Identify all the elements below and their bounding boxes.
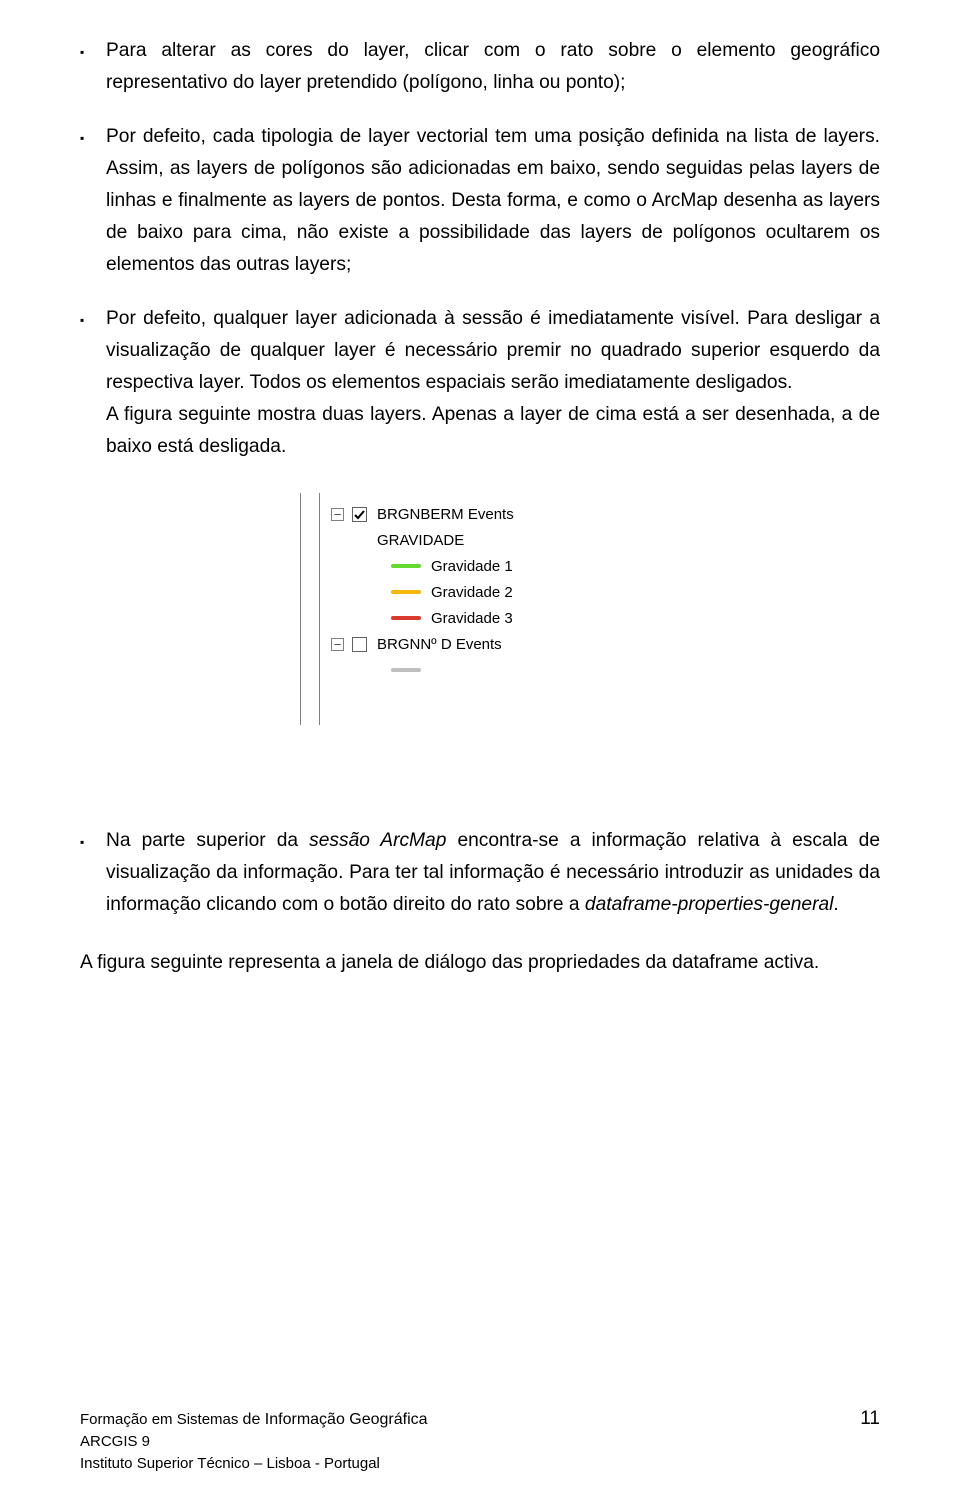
- text-run: Formação em Sistemas: [80, 1411, 243, 1428]
- text-run: Informação Geográfica: [265, 1411, 428, 1428]
- class-label: Gravidade 2: [431, 584, 513, 601]
- toc-class-row: Gravidade 3: [331, 605, 660, 631]
- text-run: A figura seguinte mostra duas layers. Ap…: [106, 404, 880, 457]
- toc-figure: − BRGNBERM Events GRAVIDADE Gravidade 1 …: [80, 493, 880, 725]
- layer-checkbox-checked[interactable]: [352, 507, 367, 522]
- class-label: Gravidade 3: [431, 610, 513, 627]
- bullet-item: ▪ Para alterar as cores do layer, clicar…: [80, 35, 880, 99]
- footer-line: Formação em Sistemas de Informação Geogr…: [80, 1409, 428, 1431]
- bullet-glyph: ▪: [80, 35, 106, 99]
- bullet-glyph: ▪: [80, 825, 106, 921]
- field-name: GRAVIDADE: [377, 532, 464, 549]
- toc-class-row: [331, 657, 660, 683]
- toc-panel: − BRGNBERM Events GRAVIDADE Gravidade 1 …: [300, 493, 660, 725]
- line-symbol[interactable]: [391, 564, 421, 568]
- text-run: de: [243, 1411, 265, 1428]
- class-label: Gravidade 1: [431, 558, 513, 575]
- document-page: ▪ Para alterar as cores do layer, clicar…: [0, 0, 960, 1505]
- text-run: Por defeito, qualquer layer adicionada à…: [106, 308, 880, 393]
- bullet-text: Por defeito, qualquer layer adicionada à…: [106, 303, 880, 463]
- collapse-button[interactable]: −: [331, 508, 344, 521]
- collapse-button[interactable]: −: [331, 638, 344, 651]
- text-italic: sessão ArcMap: [309, 830, 446, 851]
- toc-layer-row: − BRGNBERM Events: [331, 501, 660, 527]
- bullet-item: ▪ Na parte superior da sessão ArcMap enc…: [80, 825, 880, 921]
- text-run: Na parte superior da: [106, 830, 309, 851]
- layer-name: BRGNBERM Events: [377, 506, 514, 523]
- footer-left: Formação em Sistemas de Informação Geogr…: [80, 1409, 428, 1475]
- toc-field-row: GRAVIDADE: [331, 527, 660, 553]
- layer-checkbox-unchecked[interactable]: [352, 637, 367, 652]
- toc-layer-row: − BRGNNº D Events: [331, 631, 660, 657]
- bullet-item: ▪ Por defeito, cada tipologia de layer v…: [80, 121, 880, 281]
- bullet-text: Para alterar as cores do layer, clicar c…: [106, 35, 880, 99]
- footer-line: Instituto Superior Técnico – Lisboa - Po…: [80, 1453, 428, 1475]
- toc-class-row: Gravidade 1: [331, 553, 660, 579]
- page-footer: Formação em Sistemas de Informação Geogr…: [80, 1408, 880, 1475]
- text-italic: dataframe-properties-general: [585, 894, 834, 915]
- page-number: 11: [860, 1408, 880, 1430]
- bullet-text: Por defeito, cada tipologia de layer vec…: [106, 121, 880, 281]
- bullet-text: Na parte superior da sessão ArcMap encon…: [106, 825, 880, 921]
- toc-column: − BRGNBERM Events GRAVIDADE Gravidade 1 …: [331, 501, 660, 683]
- text-run: .: [833, 894, 838, 915]
- toc-class-row: Gravidade 2: [331, 579, 660, 605]
- line-symbol[interactable]: [391, 590, 421, 594]
- layer-name: BRGNNº D Events: [377, 636, 502, 653]
- bullet-glyph: ▪: [80, 303, 106, 463]
- line-symbol[interactable]: [391, 668, 421, 672]
- footer-line: ARCGIS 9: [80, 1431, 428, 1453]
- body-paragraph: A figura seguinte representa a janela de…: [80, 947, 880, 979]
- bullet-item: ▪ Por defeito, qualquer layer adicionada…: [80, 303, 880, 463]
- bullet-glyph: ▪: [80, 121, 106, 281]
- line-symbol[interactable]: [391, 616, 421, 620]
- footer-row: Formação em Sistemas de Informação Geogr…: [80, 1408, 880, 1475]
